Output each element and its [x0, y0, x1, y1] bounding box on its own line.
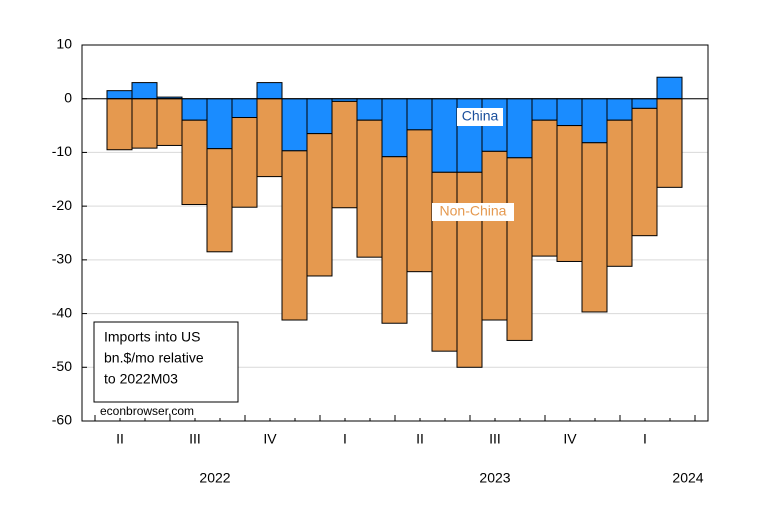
x-quarter-label: IV: [263, 431, 277, 447]
y-tick-label: -50: [52, 358, 72, 374]
bar-segment: [531, 98, 558, 121]
series-label: Non-China: [440, 203, 507, 219]
bar-segment: [356, 119, 383, 258]
bar-segment: [581, 142, 608, 313]
x-quarter-label: II: [416, 431, 424, 447]
x-quarter-label: IV: [563, 431, 577, 447]
bar-segment: [181, 119, 208, 206]
bar-segment: [381, 98, 408, 158]
bar-segment: [431, 98, 458, 173]
bar-segment: [431, 171, 458, 352]
bar-segment: [256, 82, 283, 100]
y-tick-label: -60: [52, 412, 72, 428]
y-tick-label: -20: [52, 197, 72, 213]
bar-segment: [456, 171, 483, 368]
plot-frame: [81, 44, 709, 422]
x-quarter-label: II: [116, 431, 124, 447]
bar-segment: [381, 156, 408, 324]
bar-segment: [656, 98, 683, 188]
annotation-line: bn.$/mo relative: [104, 350, 204, 366]
y-tick-label: -40: [52, 304, 72, 320]
bar-segment: [206, 148, 233, 253]
bar-segment: [556, 125, 583, 262]
bar-segment: [406, 98, 433, 131]
series-label-box: [457, 108, 503, 126]
bar-segment: [481, 150, 508, 321]
x-quarter-label: I: [343, 431, 347, 447]
bar-segment: [506, 98, 533, 159]
bar-segment: [181, 98, 208, 121]
x-year-label: 2022: [199, 470, 230, 486]
annotation-box: [93, 321, 239, 403]
bar-segment: [581, 98, 608, 144]
bar-segment: [106, 90, 133, 100]
bar-segment: [306, 98, 333, 135]
y-tick-label: 10: [56, 36, 72, 52]
x-quarter-label: I: [643, 431, 647, 447]
y-tick-label: -10: [52, 143, 72, 159]
bar-segment: [231, 117, 258, 208]
y-tick-label: -30: [52, 251, 72, 267]
bar-segment: [156, 98, 183, 146]
bar-segment: [506, 157, 533, 341]
bar-segment: [656, 76, 683, 100]
x-quarter-label: III: [489, 431, 501, 447]
bar-segment: [281, 150, 308, 321]
bar-segment: [356, 98, 383, 121]
bar-segment: [256, 98, 283, 178]
bar-segment: [406, 129, 433, 273]
series-label-box: [432, 203, 514, 221]
source-note: econbrowser.com: [100, 404, 194, 418]
x-year-label: 2023: [479, 470, 510, 486]
bar-segment: [631, 107, 658, 237]
bar-segment: [281, 98, 308, 152]
plot-layer: China Non-China Imports into US bn.$/mo rel…: [82, 44, 708, 422]
annotation-line: to 2022M03: [104, 371, 178, 387]
bar-segment: [331, 100, 358, 209]
bar-segment: [631, 98, 658, 109]
bar-segment: [131, 98, 158, 149]
bar-segment: [231, 98, 258, 119]
x-year-label: 2024: [672, 470, 703, 486]
bar-segment: [531, 119, 558, 257]
y-tick-label: 0: [64, 89, 72, 105]
annotation-line: Imports into US: [104, 329, 200, 345]
bar-segment: [606, 119, 633, 267]
bar-segment: [106, 98, 133, 151]
bar-segment: [306, 133, 333, 277]
bar-segment: [131, 82, 158, 100]
series-label: China: [462, 108, 499, 124]
bar-segment: [206, 98, 233, 150]
bar-segment: [556, 98, 583, 127]
x-quarter-label: III: [189, 431, 201, 447]
bar-segment: [606, 98, 633, 121]
